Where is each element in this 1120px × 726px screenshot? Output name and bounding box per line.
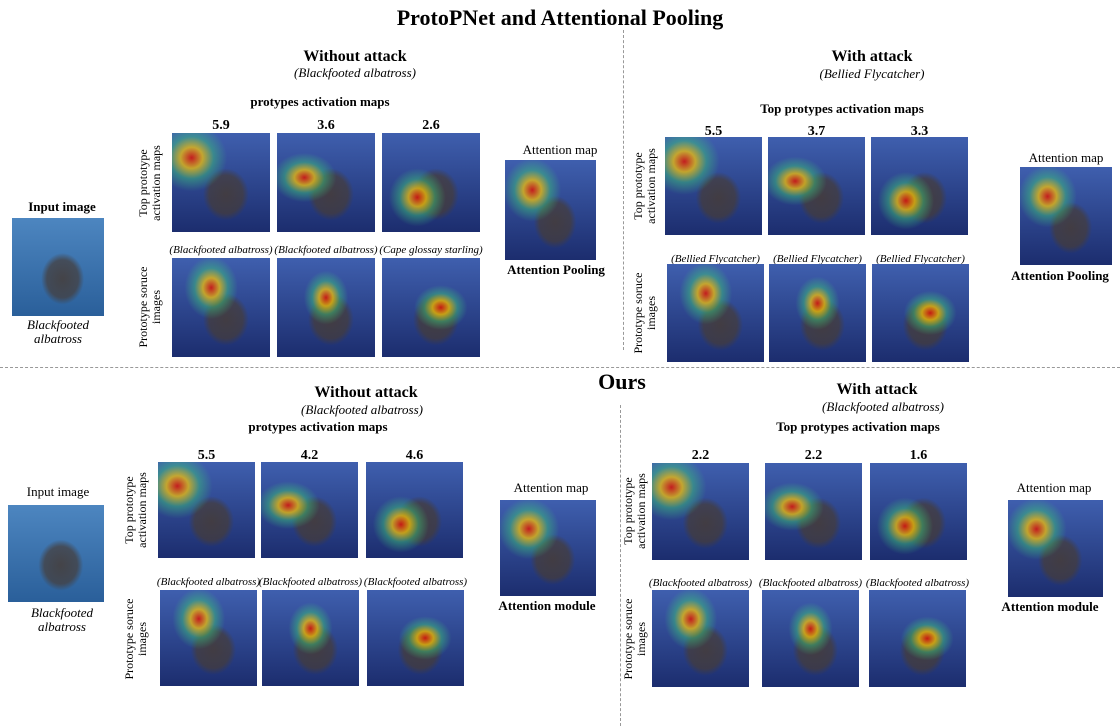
heatmap-image: [869, 590, 966, 687]
panel-subtitle: (Blackfooted albatross): [301, 402, 423, 418]
divider: [0, 367, 1120, 368]
maps-label: Top protypes activation maps: [776, 419, 940, 435]
heatmap-image: [872, 264, 969, 362]
attention-label: Attention map: [514, 480, 589, 496]
source-label: (Blackfooted albatross): [274, 244, 377, 256]
row-label: Prototype soruce images: [137, 257, 163, 357]
heatmap-image: [652, 463, 749, 560]
row-label: Top prototype activation maps: [632, 136, 658, 236]
maps-label: protypes activation maps: [248, 419, 387, 435]
heatmap-image: [277, 133, 375, 232]
activation-score: 5.9: [212, 118, 230, 134]
panel-header: Without attack: [303, 48, 406, 66]
heatmap-image: [382, 258, 480, 357]
heatmap-image: [367, 590, 464, 686]
activation-score: 2.6: [422, 118, 440, 134]
panel-subtitle: (Blackfooted albatross): [294, 65, 416, 81]
heatmap-image: [261, 462, 358, 558]
heatmap-image: [769, 264, 866, 362]
heatmap-image: [665, 137, 762, 235]
heatmap-image: [172, 133, 270, 232]
attention-label: Attention map: [1017, 480, 1092, 496]
panel-header: Without attack: [314, 384, 417, 402]
input-caption: Blackfooted albatross: [22, 606, 102, 634]
activation-score: 3.6: [317, 118, 335, 134]
heatmap-image: [1008, 500, 1103, 597]
heatmap-image: [870, 463, 967, 560]
heatmap-image: [500, 500, 596, 596]
source-label: (Blackfooted albatross): [866, 577, 969, 589]
heatmap-image: [505, 160, 596, 260]
heatmap-image: [765, 463, 862, 560]
heatmap-image: [262, 590, 359, 686]
row-label: Top prototype activation maps: [137, 133, 163, 233]
attention-label: Attention map: [1029, 150, 1104, 166]
heatmap-image: [382, 133, 480, 232]
row-label: Prototype soruce images: [632, 263, 658, 363]
panel-header: With attack: [836, 381, 917, 399]
heatmap-image: [160, 590, 257, 686]
row-label: Prototype soruce images: [622, 589, 648, 689]
section-title: Ours: [598, 369, 646, 395]
attention-caption: Attention Pooling: [1011, 268, 1109, 284]
activation-score: 2.2: [805, 448, 823, 464]
input-image: [8, 505, 104, 602]
row-label: Top prototype activation maps: [123, 460, 149, 560]
attention-caption: Attention module: [498, 598, 595, 614]
panel-subtitle: (Bellied Flycatcher): [819, 66, 924, 82]
activation-score: 1.6: [910, 448, 928, 464]
source-label: (Blackfooted albatross): [364, 576, 467, 588]
heatmap-image: [762, 590, 859, 687]
source-label: (Cape glossay starling): [379, 244, 482, 256]
input-caption: Blackfooted albatross: [18, 318, 98, 346]
maps-label: Top protypes activation maps: [760, 101, 924, 117]
attention-label: Attention map: [523, 142, 598, 158]
row-label: Prototype soruce images: [123, 589, 149, 689]
row-label: Top prototype activation maps: [622, 461, 648, 561]
panel-subtitle: (Blackfooted albatross): [822, 399, 944, 415]
source-label: (Blackfooted albatross): [259, 576, 362, 588]
input-image: [12, 218, 104, 316]
heatmap-image: [366, 462, 463, 558]
source-label: (Blackfooted albatross): [157, 576, 260, 588]
heatmap-image: [768, 137, 865, 235]
heatmap-image: [172, 258, 270, 357]
figure: ProtoPNet and Attentional Pooling Input …: [0, 0, 1120, 726]
input-label: Input image: [27, 484, 89, 500]
heatmap-image: [1020, 167, 1112, 265]
panel-header: With attack: [831, 48, 912, 66]
input-label: Input image: [28, 199, 96, 215]
figure-title: ProtoPNet and Attentional Pooling: [397, 5, 724, 31]
activation-score: 2.2: [692, 448, 710, 464]
maps-label: protypes activation maps: [250, 94, 389, 110]
heatmap-image: [158, 462, 255, 558]
divider: [623, 30, 624, 350]
source-label: (Blackfooted albatross): [759, 577, 862, 589]
attention-caption: Attention module: [1001, 599, 1098, 615]
source-label: (Blackfooted albatross): [649, 577, 752, 589]
heatmap-image: [871, 137, 968, 235]
heatmap-image: [277, 258, 375, 357]
attention-caption: Attention Pooling: [507, 262, 605, 278]
source-label: (Blackfooted albatross): [169, 244, 272, 256]
heatmap-image: [667, 264, 764, 362]
heatmap-image: [652, 590, 749, 687]
